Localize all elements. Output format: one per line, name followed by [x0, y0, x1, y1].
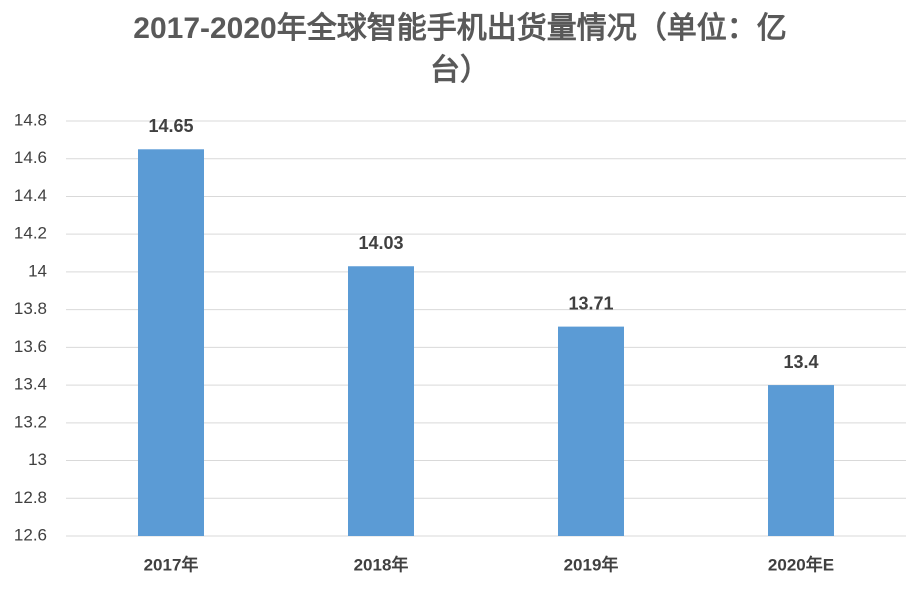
y-tick-label: 14.2 — [14, 224, 47, 243]
x-tick-label: 2020年E — [768, 554, 834, 574]
x-tick-label: 2019年 — [564, 554, 619, 574]
y-tick-label: 13.4 — [14, 375, 47, 394]
bar — [768, 385, 834, 536]
x-tick-label: 2017年 — [144, 554, 199, 574]
bar — [138, 149, 204, 536]
y-tick-label: 13.8 — [14, 299, 47, 318]
x-tick-label: 2018年 — [354, 554, 409, 574]
chart-title: 2017-2020年全球智能手机出货量情况（单位：亿台） — [133, 12, 787, 87]
bar — [348, 266, 414, 536]
y-tick-label: 14.8 — [14, 110, 47, 129]
data-label: 14.65 — [148, 116, 193, 136]
y-tick-label: 14.6 — [14, 148, 47, 167]
y-tick-label: 13.6 — [14, 337, 47, 356]
data-label: 13.4 — [783, 352, 818, 372]
data-label: 13.71 — [568, 293, 613, 313]
y-tick-label: 13 — [28, 450, 47, 469]
y-tick-label: 14.4 — [14, 186, 47, 205]
bar — [558, 326, 624, 536]
y-tick-label: 14 — [28, 261, 47, 280]
y-tick-label: 12.8 — [14, 488, 47, 507]
y-tick-label: 12.6 — [14, 525, 47, 544]
data-label: 14.03 — [358, 233, 403, 253]
y-tick-label: 13.2 — [14, 412, 47, 431]
